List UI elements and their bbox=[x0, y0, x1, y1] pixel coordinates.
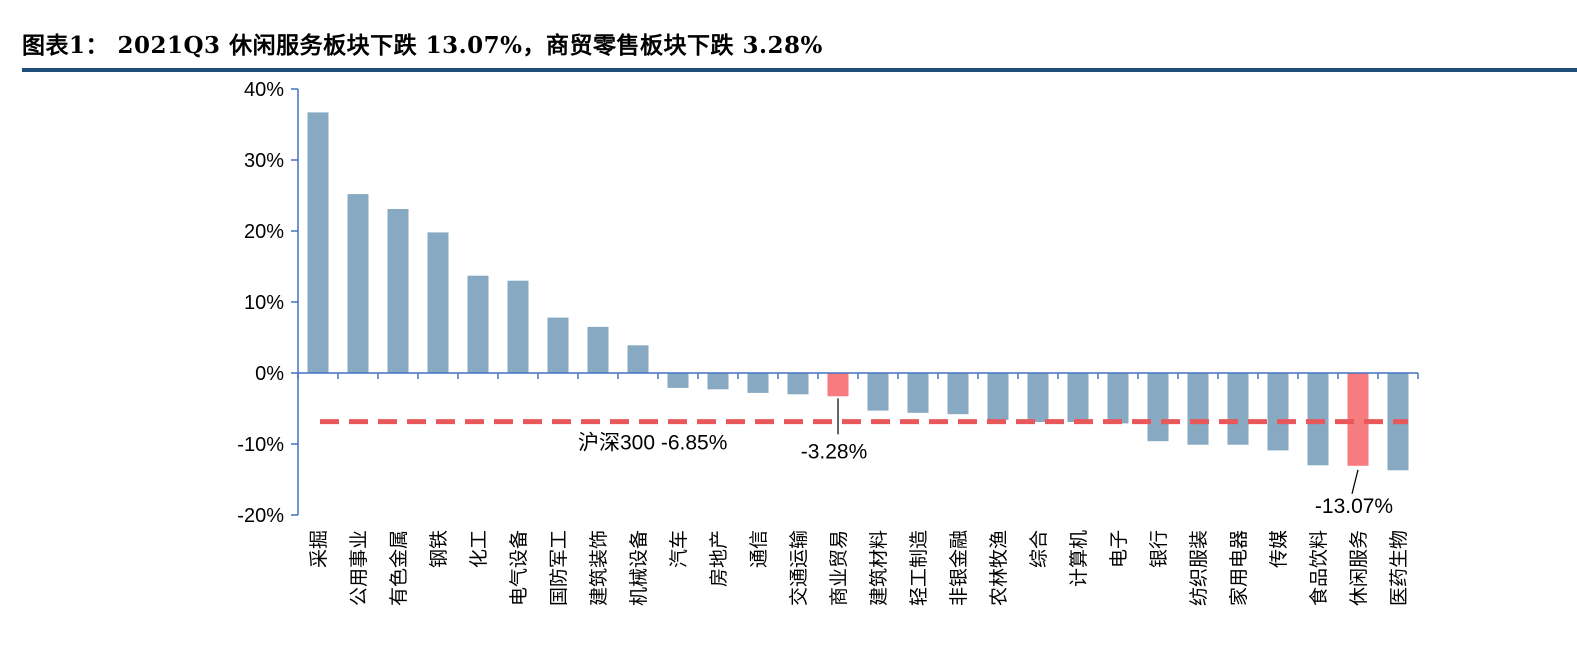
bar-计算机 bbox=[1067, 373, 1089, 422]
category-label: 电气设备 bbox=[508, 530, 530, 606]
bar-电子 bbox=[1107, 373, 1129, 424]
y-tick-label: 30% bbox=[244, 150, 284, 172]
bar-休闲服务 bbox=[1347, 373, 1369, 466]
y-tick-label: 20% bbox=[244, 221, 284, 243]
y-tick-label: 10% bbox=[244, 292, 284, 314]
bar-电气设备 bbox=[507, 280, 529, 373]
bar-建筑装饰 bbox=[587, 326, 609, 373]
labels-group: 40% 30% 20% 10% 0% -10% -20% 采掘 公用事业 有色金属 钢铁 化工 电气设备… bbox=[237, 79, 1410, 606]
chart-title: 图表1： 2021Q3 休闲服务板块下跌 13.07%，商贸零售板块下跌 3.2… bbox=[22, 32, 823, 59]
reference-line-label: 沪深300 -6.85% bbox=[578, 432, 727, 455]
category-label: 商业贸易 bbox=[828, 530, 850, 606]
bar-有色金属 bbox=[387, 209, 409, 373]
axes-group bbox=[291, 88, 1419, 516]
bar-家用电器 bbox=[1227, 373, 1249, 445]
category-label: 汽车 bbox=[668, 530, 690, 568]
y-tick-label: 0% bbox=[255, 363, 284, 385]
bars-group bbox=[307, 112, 1409, 471]
category-label: 交通运输 bbox=[788, 530, 810, 606]
bar-传媒 bbox=[1267, 373, 1289, 451]
category-label: 机械设备 bbox=[628, 530, 650, 606]
category-label: 轻工制造 bbox=[908, 530, 930, 606]
y-tick-label: -20% bbox=[237, 505, 284, 527]
annotation-label: -3.28% bbox=[801, 440, 868, 463]
category-label: 传媒 bbox=[1268, 530, 1290, 568]
category-label: 食品饮料 bbox=[1308, 530, 1330, 606]
bar-钢铁 bbox=[427, 232, 449, 373]
title-divider bbox=[22, 68, 1577, 72]
bar-综合 bbox=[1027, 373, 1049, 422]
category-label: 纺织服装 bbox=[1188, 530, 1210, 606]
category-label: 房地产 bbox=[708, 530, 730, 587]
category-label: 国防军工 bbox=[548, 530, 570, 606]
category-label: 电子 bbox=[1108, 530, 1130, 568]
category-label: 公用事业 bbox=[348, 530, 370, 606]
annotation-leader bbox=[1351, 469, 1359, 494]
bar-公用事业 bbox=[347, 194, 369, 373]
category-label: 通信 bbox=[748, 530, 770, 568]
category-label: 农林牧渔 bbox=[988, 530, 1010, 606]
category-label: 有色金属 bbox=[388, 530, 410, 606]
category-label: 计算机 bbox=[1068, 530, 1090, 587]
bar-农林牧渔 bbox=[987, 373, 1009, 420]
annotation-label: -13.07% bbox=[1315, 495, 1393, 518]
bar-商业贸易 bbox=[827, 373, 849, 397]
bar-机械设备 bbox=[627, 345, 649, 373]
bar-化工 bbox=[467, 275, 489, 373]
bar-汽车 bbox=[667, 373, 689, 388]
category-label: 建筑材料 bbox=[868, 530, 890, 606]
category-label: 家用电器 bbox=[1228, 530, 1250, 606]
category-label: 综合 bbox=[1028, 530, 1050, 568]
category-label: 医药生物 bbox=[1388, 530, 1410, 606]
category-label: 休闲服务 bbox=[1348, 530, 1370, 606]
bar-非银金融 bbox=[947, 373, 969, 415]
bar-纺织服装 bbox=[1187, 373, 1209, 445]
chart-title-bar: 图表1： 2021Q3 休闲服务板块下跌 13.07%，商贸零售板块下跌 3.2… bbox=[22, 26, 823, 66]
category-label: 化工 bbox=[468, 530, 490, 568]
y-tick-label: -10% bbox=[237, 434, 284, 456]
bar-房地产 bbox=[707, 373, 729, 390]
bar-建筑材料 bbox=[867, 373, 889, 411]
bar-通信 bbox=[747, 373, 769, 393]
bar-交通运输 bbox=[787, 373, 809, 395]
category-label: 采掘 bbox=[308, 530, 330, 568]
bar-银行 bbox=[1147, 373, 1169, 442]
bar-轻工制造 bbox=[907, 373, 929, 413]
category-label: 银行 bbox=[1148, 530, 1170, 568]
bar-国防军工 bbox=[547, 317, 569, 373]
category-label: 钢铁 bbox=[428, 530, 450, 568]
category-label: 建筑装饰 bbox=[588, 530, 610, 606]
bar-采掘 bbox=[307, 112, 329, 374]
y-tick-label: 40% bbox=[244, 79, 284, 101]
category-label: 非银金融 bbox=[948, 530, 970, 606]
